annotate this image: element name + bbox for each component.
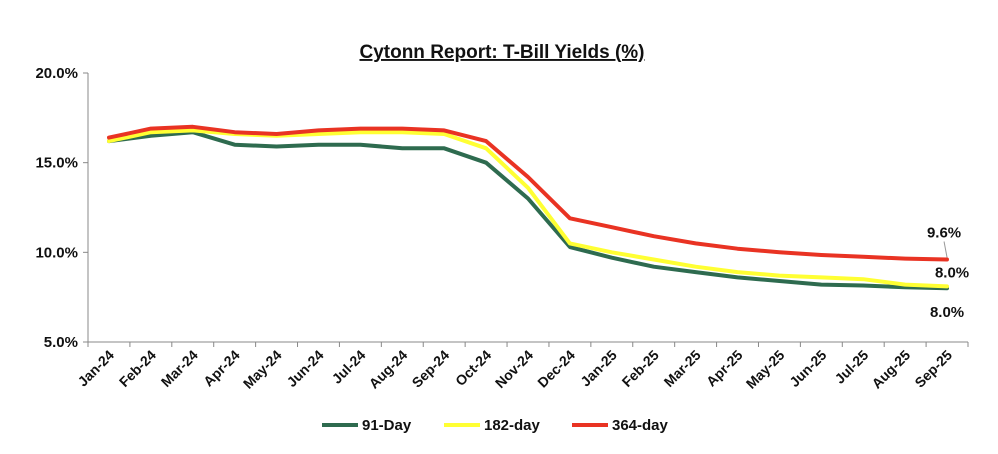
legend-label-182-day: 182-day — [484, 417, 541, 434]
x-tick-label: Mar-24 — [158, 347, 201, 390]
legend: 91-Day 182-day 364-day — [322, 417, 669, 434]
label-leader-line — [943, 241, 948, 258]
y-tick-label: 10.0% — [35, 244, 78, 261]
legend-label-364-day: 364-day — [612, 417, 669, 434]
x-tick-label: Apr-25 — [703, 347, 746, 390]
y-tick-label: 20.0% — [35, 65, 78, 82]
x-tick-label: Sep-25 — [911, 347, 955, 391]
x-tick-label: Jul-24 — [329, 347, 369, 387]
data-label-364-day: 9.6% — [927, 225, 961, 242]
legend-label-91-day: 91-Day — [362, 417, 412, 434]
y-axis-ticks: 5.0% 10.0% 15.0% 20.0% — [35, 65, 88, 351]
series-line-364-day — [107, 124, 949, 262]
data-label-182-day: 8.0% — [935, 264, 969, 281]
x-tick-label: Jun-25 — [786, 347, 829, 390]
x-tick-label: Mar-25 — [661, 347, 704, 390]
series-lines — [107, 124, 949, 291]
x-tick-label: Apr-24 — [200, 347, 243, 390]
y-tick-label: 15.0% — [35, 155, 78, 172]
x-tick-label: Nov-24 — [492, 347, 536, 391]
chart-title: Cytonn Report: T-Bill Yields (%) — [359, 42, 644, 63]
series-line-182-day — [107, 128, 949, 289]
series-line-91-day — [107, 130, 949, 291]
x-tick-label: Aug-25 — [868, 347, 913, 392]
data-label-91-day: 8.0% — [930, 304, 964, 321]
x-tick-label: Jan-24 — [74, 347, 117, 390]
data-labels: 9.6% 8.0% 8.0% — [927, 225, 969, 322]
x-tick-label: Jul-25 — [831, 347, 871, 387]
x-tick-label: May-24 — [240, 347, 285, 392]
y-tick-label: 5.0% — [44, 334, 78, 351]
x-tick-label: Jun-24 — [283, 347, 326, 390]
x-tick-label: May-25 — [743, 347, 788, 392]
x-tick-label: Oct-24 — [452, 347, 494, 389]
x-tick-label: Dec-24 — [534, 347, 578, 391]
x-tick-label: Feb-25 — [619, 347, 662, 390]
x-tick-label: Sep-24 — [409, 347, 453, 391]
axes — [87, 73, 968, 343]
x-tick-label: Feb-24 — [116, 347, 159, 390]
x-tick-label: Aug-24 — [366, 347, 411, 392]
x-tick-label: Jan-25 — [577, 347, 620, 390]
